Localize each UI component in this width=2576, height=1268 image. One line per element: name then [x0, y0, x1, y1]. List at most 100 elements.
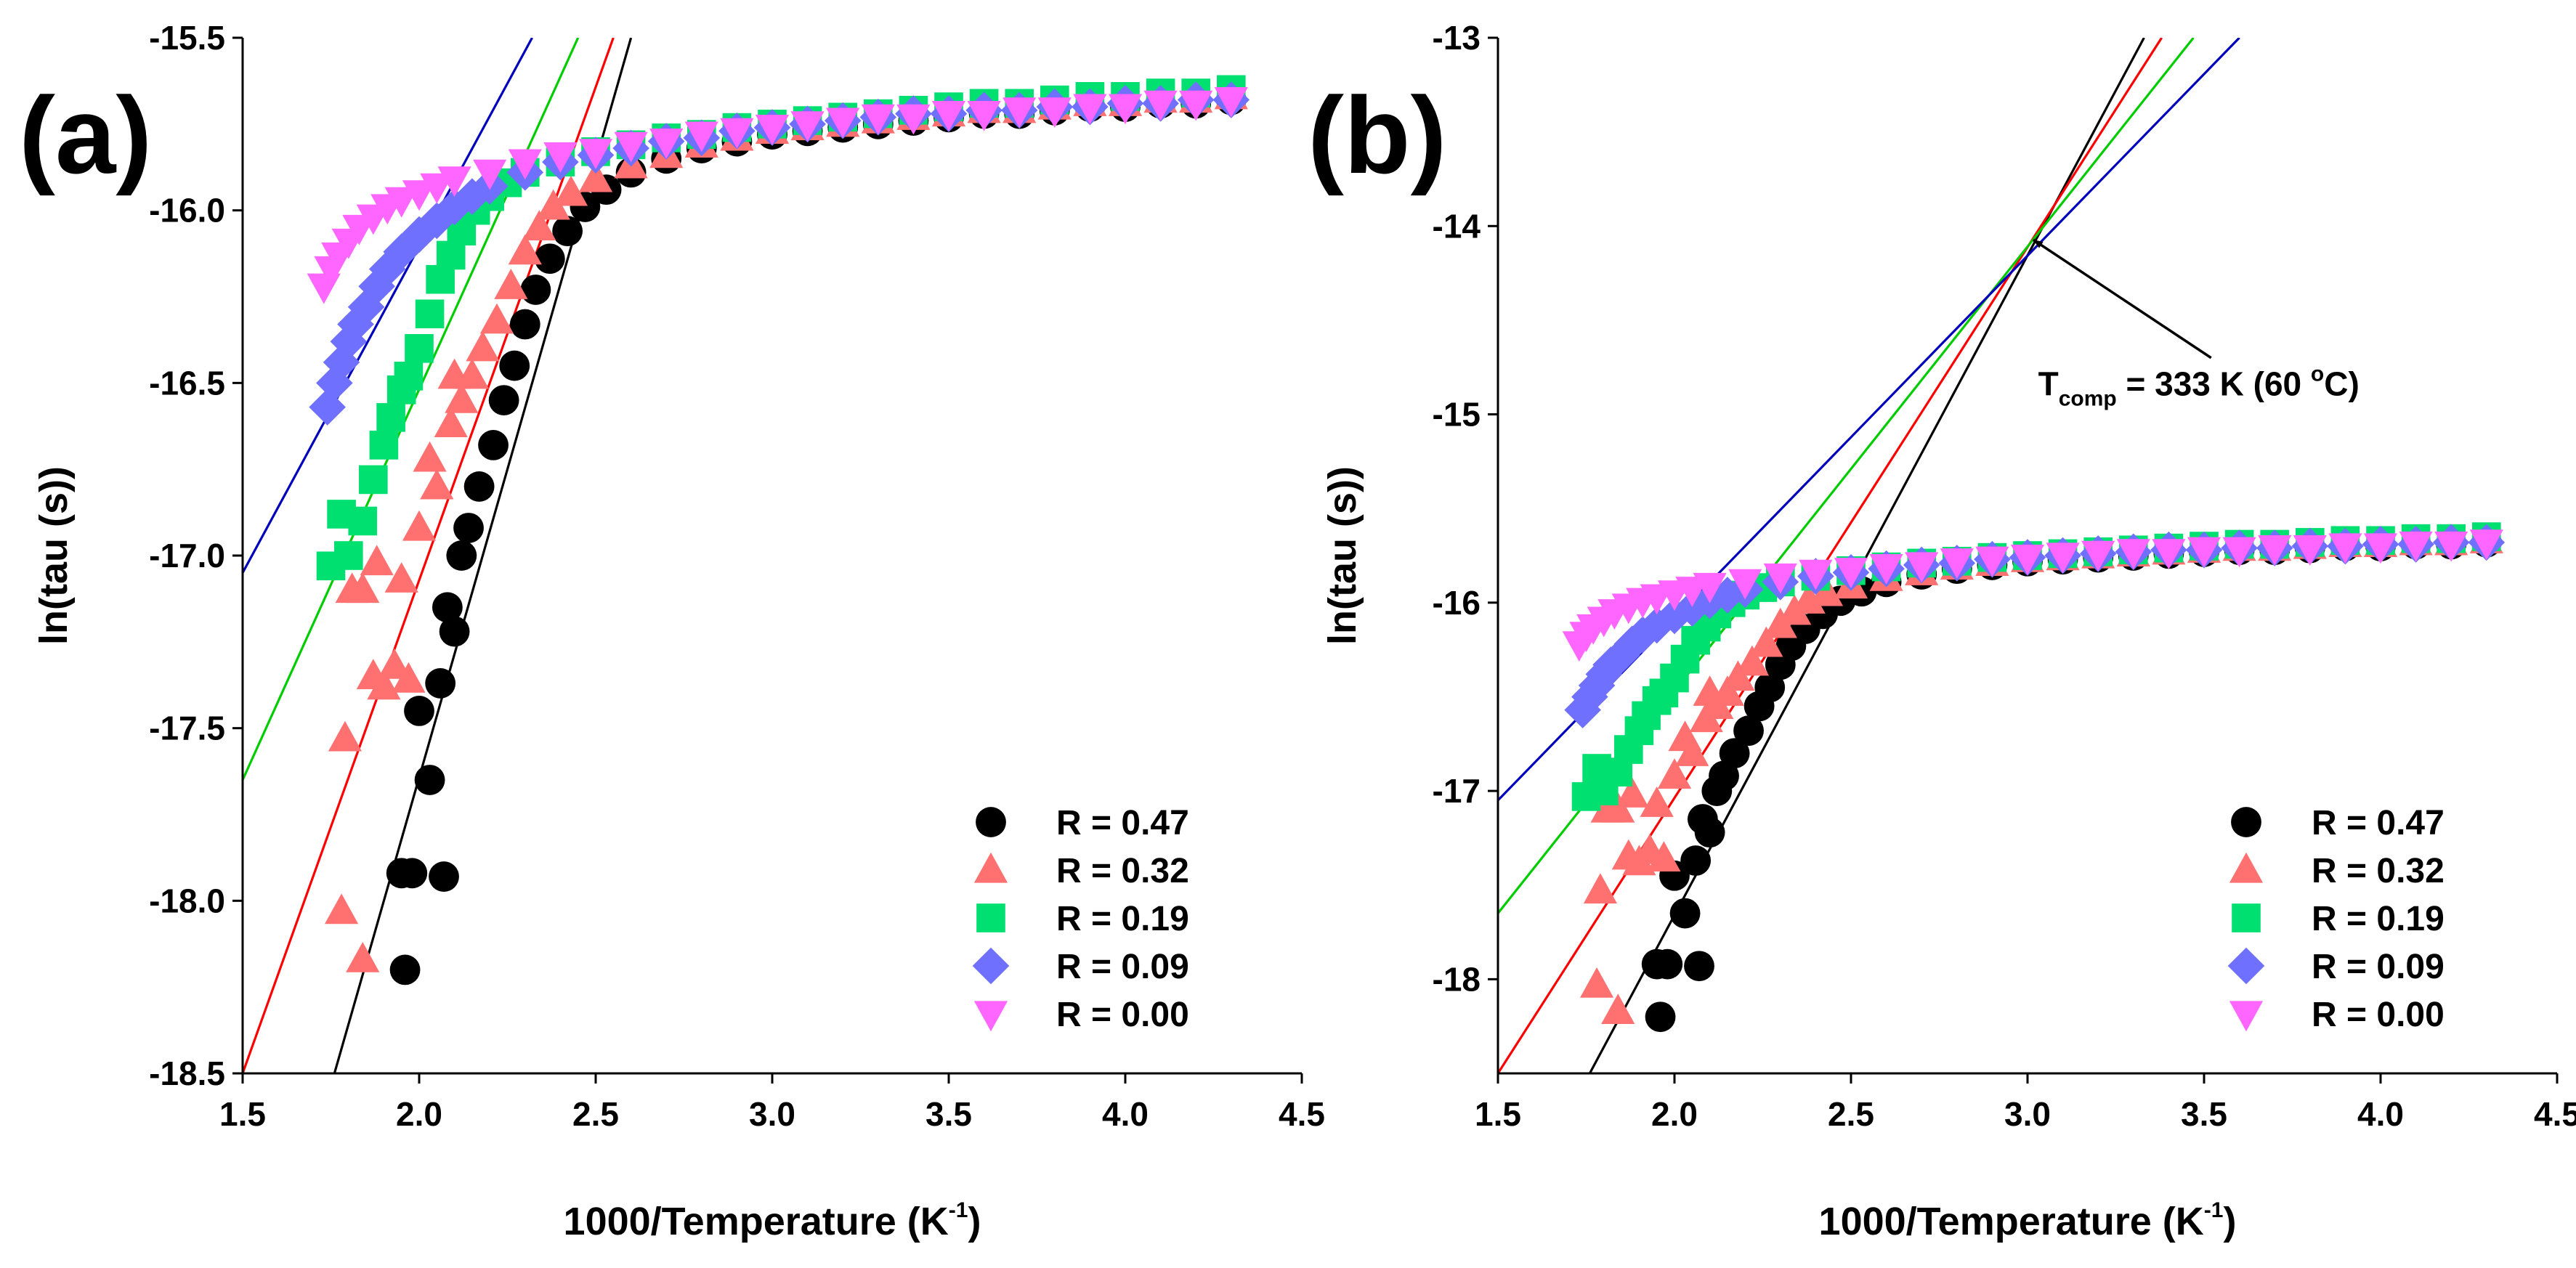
legend: R = 0.47 R = 0.32 R = 0.19 R = 0.09 R = 0.00: [2227, 804, 2445, 1034]
data-point: [1668, 720, 1702, 752]
legend-label: R = 0.47: [2312, 804, 2445, 842]
panel-label: (b): [1308, 74, 1447, 196]
data-point: [328, 720, 362, 752]
series-3: [316, 75, 1246, 581]
x-axis-title-sup: -1: [949, 1198, 968, 1222]
legend-marker: [2227, 947, 2265, 985]
data-point: [1905, 552, 1939, 583]
data-point: [1214, 86, 1248, 118]
data-point: [420, 173, 454, 204]
data-point: [1719, 738, 1750, 769]
fit-line-4: [243, 38, 533, 574]
data-point: [2363, 533, 2398, 564]
data-point: [1640, 787, 1674, 817]
series-1: [386, 84, 1247, 985]
data-point: [392, 662, 426, 693]
data-point: [426, 264, 455, 294]
annotation: Tcomp = 333 K (60 oC): [2033, 238, 2360, 411]
legend-marker: [972, 947, 1010, 985]
data-point: [1003, 97, 1037, 129]
y-tick-label: -18.5: [149, 1054, 225, 1092]
data-point: [755, 114, 790, 145]
data-point: [413, 441, 447, 472]
data-point: [415, 299, 445, 329]
data-point: [1073, 94, 1107, 125]
y-tick-label: -17.0: [149, 537, 225, 574]
chart-panel-1: (a) 1.5 2.0 2.5 3.0 3.5 4.0 4.5 -18.5 -18.0 -17.5 -…: [19, 19, 1325, 1243]
legend-marker: [2232, 903, 2261, 932]
x-tick-label: 4.0: [2357, 1095, 2404, 1133]
data-point: [436, 240, 466, 270]
data-point: [478, 429, 509, 460]
series-5: [1562, 529, 2503, 662]
data-point: [425, 667, 456, 699]
data-point: [466, 330, 500, 362]
data-point: [520, 275, 551, 305]
data-point: [420, 468, 454, 500]
data-point: [2081, 540, 2115, 572]
data-point: [1613, 625, 1650, 663]
legend-label: R = 0.19: [1056, 900, 1189, 938]
data-point: [1579, 967, 1614, 998]
data-point: [684, 121, 718, 153]
data-point: [414, 765, 445, 795]
data-point: [2222, 537, 2256, 568]
data-point: [1669, 898, 1701, 929]
data-point: [397, 858, 428, 889]
data-point: [334, 541, 363, 570]
data-point: [432, 592, 463, 623]
data-point: [499, 350, 530, 381]
data-point: [861, 104, 895, 135]
x-axis-title-main: 1000/Temperature (K: [1819, 1200, 2204, 1243]
data-points: [307, 75, 1250, 985]
data-point: [1733, 715, 1764, 747]
x-tick-label: 4.5: [1279, 1095, 1325, 1133]
y-tick-label: -17.5: [149, 710, 225, 747]
data-point: [2116, 539, 2150, 570]
legend-marker: [976, 807, 1006, 837]
x-tick-label: 1.5: [219, 1095, 266, 1133]
y-tick-label: -18.0: [149, 882, 225, 919]
data-point: [1583, 873, 1618, 904]
data-point: [405, 334, 434, 363]
y-tick-label: -16.0: [149, 192, 225, 229]
data-point: [508, 149, 542, 180]
data-point: [324, 893, 359, 924]
y-tick-label: -16.5: [149, 364, 225, 402]
data-point: [434, 407, 468, 437]
data-point: [463, 471, 495, 502]
legend-label: R = 0.47: [1056, 804, 1189, 842]
y-tick-label: -14: [1433, 207, 1481, 245]
x-tick-label: 3.0: [2004, 1095, 2051, 1133]
annotation-main: T: [2038, 365, 2059, 403]
data-point: [1680, 845, 1712, 876]
data-point: [402, 510, 437, 541]
x-tick-label: 2.0: [1651, 1095, 1698, 1133]
data-point: [359, 465, 388, 495]
y-tick-label: -18: [1433, 960, 1481, 998]
data-point: [323, 344, 360, 381]
legend: R = 0.47 R = 0.32 R = 0.19 R = 0.09 R = 0.00: [972, 804, 1189, 1034]
data-point: [1709, 577, 1746, 614]
data-point: [509, 309, 540, 340]
x-axis-title-sup: -1: [2204, 1198, 2224, 1222]
x-tick-label: 2.5: [572, 1095, 619, 1133]
data-point: [1652, 948, 1683, 980]
data-point: [376, 403, 405, 432]
data-point: [1615, 777, 1649, 808]
annotation-arrow: [2033, 238, 2212, 359]
legend-marker: [973, 1001, 1008, 1032]
data-point: [554, 175, 588, 206]
data-point: [494, 269, 528, 299]
x-axis-title: 1000/Temperature (K-1): [1819, 1198, 2237, 1243]
data-point: [1674, 590, 1711, 627]
data-point: [1143, 90, 1178, 121]
data-point: [1179, 90, 1213, 121]
legend-marker: [2231, 807, 2261, 837]
data-point: [479, 303, 514, 334]
x-tick-label: 4.0: [1102, 1095, 1149, 1133]
data-point: [346, 941, 380, 972]
data-point: [337, 306, 374, 343]
data-point: [404, 696, 434, 726]
data-point: [1709, 760, 1739, 792]
